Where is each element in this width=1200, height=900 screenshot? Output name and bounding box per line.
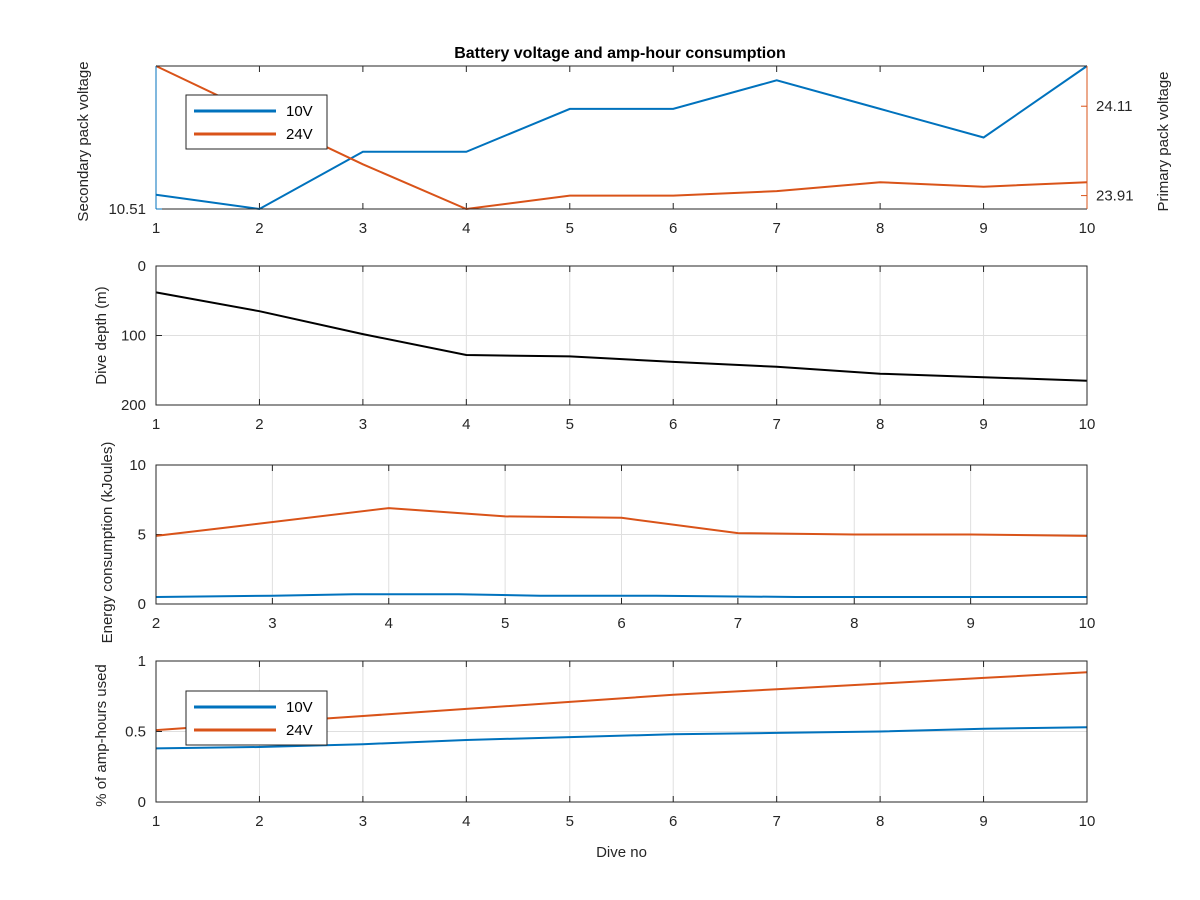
series-line-24v: [155, 507, 1088, 537]
x-tick-label: 4: [462, 220, 470, 237]
x-tick-label: 7: [772, 416, 780, 433]
y-tick-label: 100: [121, 328, 146, 345]
y-tick-label: 0: [138, 596, 146, 613]
y-tick-label: 5: [138, 527, 146, 544]
y-axis-label: % of amp-hours used: [93, 664, 110, 807]
x-tick-label: 2: [255, 813, 263, 830]
y-tick-label: 1: [138, 653, 146, 670]
x-tick-label: 1: [152, 416, 160, 433]
axes-box: [155, 265, 1088, 406]
y-axis-label: Dive depth (m): [93, 286, 110, 384]
x-tick-label: 6: [669, 220, 677, 237]
x-tick-label: 10: [1079, 813, 1096, 830]
x-tick-label: 5: [566, 220, 574, 237]
legend-entry: 10V: [286, 103, 313, 120]
x-tick-label: 4: [385, 615, 393, 632]
x-tick-label: 9: [979, 416, 987, 433]
series-line-10v: [155, 726, 1088, 750]
x-tick-label: 10: [1079, 615, 1096, 632]
x-tick-label: 2: [255, 220, 263, 237]
x-tick-label: 1: [152, 813, 160, 830]
y-tick-label: 10: [129, 457, 146, 474]
y-axis-label: Secondary pack voltage: [75, 61, 92, 221]
x-tick-label: 5: [501, 615, 509, 632]
x-tick-label: 3: [268, 615, 276, 632]
legend-box: [185, 94, 328, 150]
legend-entry: 24V: [286, 126, 313, 143]
x-tick-label: 7: [734, 615, 742, 632]
x-tick-label: 5: [566, 416, 574, 433]
x-tick-label: 1: [152, 220, 160, 237]
x-tick-label: 8: [876, 220, 884, 237]
x-tick-label: 4: [462, 416, 470, 433]
x-tick-label: 7: [772, 220, 780, 237]
x-tick-label: 3: [359, 416, 367, 433]
x-tick-label: 3: [359, 813, 367, 830]
y-tick-label: 0: [138, 258, 146, 275]
x-tick-label: 4: [462, 813, 470, 830]
series-line-10v: [155, 65, 1088, 211]
y-axis-label: Energy consumption (kJoules): [99, 442, 116, 644]
legend-entry: 10V: [286, 699, 313, 716]
x-tick-label: 10: [1079, 220, 1096, 237]
x-tick-label: 6: [669, 813, 677, 830]
x-tick-label: 2: [152, 615, 160, 632]
legend-box: [185, 690, 328, 746]
series-line-depth: [155, 291, 1088, 382]
x-tick-label: 6: [617, 615, 625, 632]
x-tick-label: 8: [850, 615, 858, 632]
x-tick-label: 9: [979, 220, 987, 237]
y-tick-label: 200: [121, 397, 146, 414]
x-tick-label: 7: [772, 813, 780, 830]
x-tick-label: 6: [669, 416, 677, 433]
y-tick-label: 0: [138, 794, 146, 811]
x-tick-label: 9: [966, 615, 974, 632]
y-tick-label-right: 23.91: [1096, 188, 1134, 205]
chart-title: Battery voltage and amp-hour consumption: [454, 45, 786, 62]
x-tick-label: 10: [1079, 416, 1096, 433]
legend-entry: 24V: [286, 722, 313, 739]
y-tick-label-right: 24.11: [1096, 98, 1132, 115]
y-axis-label: Primary pack voltage: [1155, 71, 1172, 211]
x-tick-label: 9: [979, 813, 987, 830]
axes-box: [155, 464, 1088, 605]
axes-box: [155, 660, 1088, 803]
x-axis-label: Dive no: [596, 844, 647, 861]
x-tick-label: 2: [255, 416, 263, 433]
x-tick-label: 3: [359, 220, 367, 237]
x-tick-label: 5: [566, 813, 574, 830]
y-tick-label-left: 10.51: [108, 201, 146, 218]
series-line-10v: [155, 593, 1087, 598]
x-tick-label: 8: [876, 416, 884, 433]
x-tick-label: 8: [876, 813, 884, 830]
y-tick-label: 0.5: [125, 724, 146, 741]
